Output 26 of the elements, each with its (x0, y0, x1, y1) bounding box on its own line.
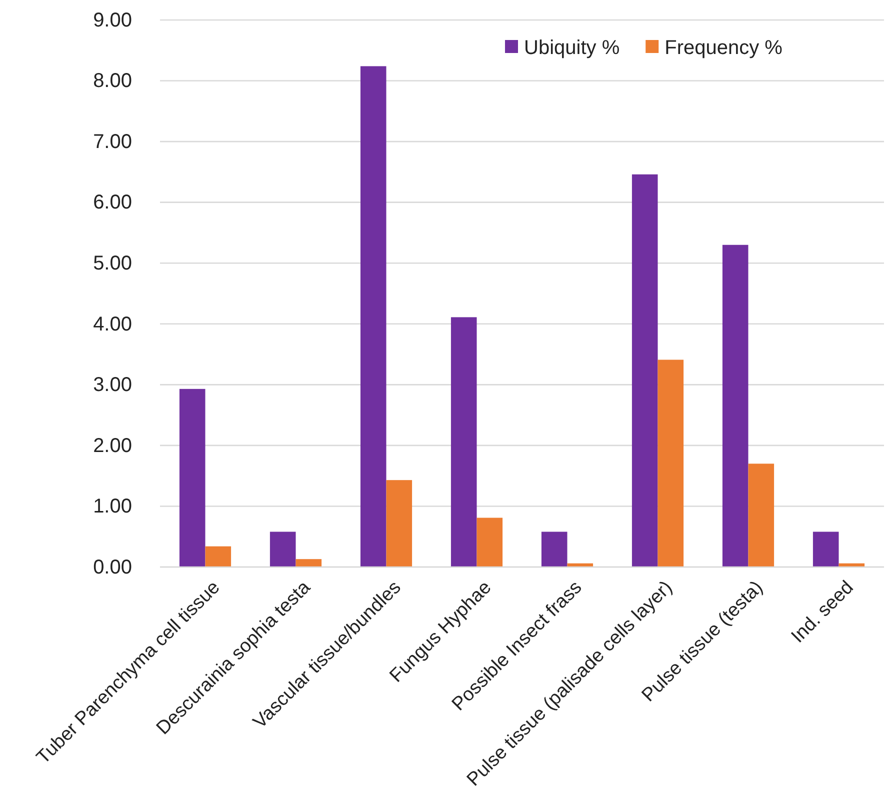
legend-label: Frequency % (664, 37, 783, 59)
bar (296, 559, 322, 567)
bar (179, 388, 206, 567)
legend-label: Ubiquity % (524, 37, 620, 59)
bar (386, 480, 412, 567)
y-tick-label: 5.00 (93, 252, 132, 275)
bar (360, 66, 386, 567)
bar (205, 546, 232, 567)
y-tick-label: 6.00 (93, 192, 132, 214)
y-tick-label: 7.00 (93, 130, 132, 153)
bar (748, 464, 774, 567)
y-tick-label: 9.00 (93, 9, 132, 32)
bar (450, 317, 477, 567)
y-tick-label: 1.00 (93, 496, 132, 518)
y-tick-label: 0.00 (93, 556, 132, 578)
bar (541, 532, 568, 567)
y-tick-label: 8.00 (93, 70, 132, 92)
bar (722, 244, 748, 567)
bar (270, 532, 296, 567)
y-tick-label: 3.00 (93, 374, 132, 396)
bar (812, 532, 839, 567)
y-tick-label: 2.00 (93, 434, 132, 457)
bar (658, 360, 684, 567)
bar (476, 518, 503, 567)
y-tick-label: 4.00 (93, 313, 132, 336)
bar (632, 174, 658, 567)
